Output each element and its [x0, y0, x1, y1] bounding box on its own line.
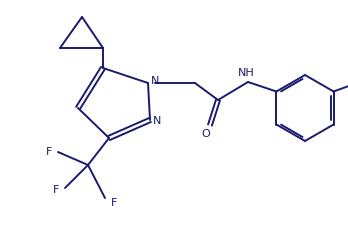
Text: N: N: [151, 76, 159, 86]
Text: N: N: [153, 116, 161, 126]
Text: O: O: [201, 129, 211, 139]
Text: NH: NH: [238, 68, 254, 78]
Text: F: F: [53, 185, 59, 195]
Text: F: F: [111, 198, 117, 208]
Text: F: F: [46, 147, 52, 157]
